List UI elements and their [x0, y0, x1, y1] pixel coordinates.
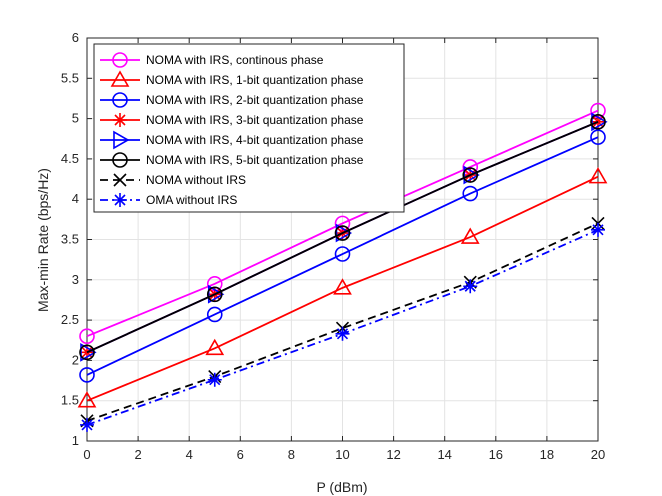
- legend-entry: NOMA with IRS, 1-bit quantization phase: [100, 70, 364, 87]
- data-point: [590, 114, 606, 130]
- series-2: [77, 167, 608, 408]
- y-tick-label: 4: [72, 191, 79, 206]
- legend-label: NOMA with IRS, 3-bit quantization phase: [146, 113, 364, 127]
- series-line: [86, 136, 599, 376]
- legend-marker: [113, 193, 127, 207]
- x-tick-label: 14: [437, 447, 451, 462]
- x-tick-label: 10: [335, 447, 349, 462]
- y-tick-label: 6: [72, 30, 79, 45]
- data-point: [335, 223, 353, 243]
- y-tick-label: 4.5: [61, 151, 79, 166]
- legend-entry: NOMA with IRS, 3-bit quantization phase: [100, 113, 364, 127]
- data-point: [591, 222, 605, 237]
- series-line: [86, 109, 599, 338]
- y-tick-label: 2: [72, 352, 79, 367]
- series-3: [79, 129, 606, 383]
- data-point: [206, 306, 223, 323]
- series-line: [86, 175, 599, 402]
- data-point: [79, 367, 95, 383]
- legend-label: NOMA with IRS, 4-bit quantization phase: [146, 133, 364, 147]
- legend-marker: [113, 173, 127, 187]
- legend-entry: NOMA with IRS, 4-bit quantization phase: [100, 130, 364, 150]
- x-tick-label: 18: [540, 447, 554, 462]
- data-point: [334, 225, 351, 241]
- legend-label: NOMA with IRS, continous phase: [146, 53, 324, 67]
- data-point: [79, 328, 95, 345]
- series-1: [79, 102, 606, 345]
- legend-label: OMA without IRS: [146, 193, 237, 207]
- data-point: [206, 286, 223, 303]
- legend-label: NOMA with IRS, 1-bit quantization phase: [146, 73, 364, 87]
- y-tick-label: 1: [72, 433, 79, 448]
- legend-marker: [112, 52, 128, 68]
- data-point: [80, 417, 94, 432]
- series-layer: [77, 102, 608, 432]
- legend-marker: [110, 70, 130, 87]
- data-point: [334, 246, 351, 262]
- legend: NOMA with IRS, continous phase NOMA with …: [93, 43, 405, 213]
- y-axis-label: Max-min Rate (bps/Hz): [35, 168, 51, 312]
- x-tick-label: 0: [83, 447, 90, 462]
- legend-entry: NOMA with IRS, 2-bit quantization phase: [100, 92, 364, 108]
- data-point: [463, 165, 480, 185]
- legend-label: NOMA with IRS, 5-bit quantization phase: [146, 153, 364, 167]
- data-point: [590, 129, 606, 145]
- legend-marker: [112, 152, 128, 168]
- axes: 0 2 4 6 8 10 12 14 16 18 20 1 1.5 2 2.5 3 3.5 4 4.5 5 5.5 6: [61, 30, 605, 462]
- x-tick-label: 16: [489, 447, 503, 462]
- series-6: [79, 114, 606, 361]
- data-point: [335, 326, 350, 341]
- legend-marker: [113, 130, 130, 150]
- data-point: [460, 227, 480, 244]
- legend-label: NOMA with IRS, 2-bit quantization phase: [146, 93, 364, 107]
- legend-entry: NOMA with IRS, 5-bit quantization phase: [100, 152, 364, 168]
- legend-entry: NOMA with IRS, continous phase: [100, 52, 324, 68]
- legend-marker: [112, 92, 128, 108]
- data-point: [80, 342, 97, 362]
- y-tick-label: 2.5: [61, 312, 79, 327]
- legend-entry: NOMA without IRS: [100, 173, 246, 187]
- data-point: [463, 279, 478, 294]
- x-tick-label: 2: [134, 447, 141, 462]
- x-tick-label: 12: [386, 447, 400, 462]
- y-tick-label: 3.5: [61, 232, 79, 247]
- y-tick-label: 5.5: [61, 70, 79, 85]
- data-point: [333, 278, 352, 295]
- data-point: [462, 167, 479, 183]
- data-point: [588, 167, 608, 184]
- legend-box: [93, 43, 405, 213]
- y-tick-label: 5: [72, 111, 79, 126]
- y-tick-label: 3: [72, 272, 79, 287]
- legend-label: NOMA without IRS: [146, 173, 246, 187]
- data-point: [205, 338, 225, 356]
- x-axis-label: P (dBm): [316, 479, 367, 495]
- data-point: [79, 344, 95, 361]
- legend-marker: [113, 113, 127, 127]
- series-line: [86, 120, 599, 354]
- data-point: [207, 284, 225, 304]
- data-point: [591, 112, 608, 132]
- data-point: [462, 185, 479, 202]
- x-tick-label: 20: [591, 447, 605, 462]
- x-tick-label: 8: [288, 447, 295, 462]
- y-tick-label: 1.5: [61, 393, 79, 408]
- legend-entry: OMA without IRS: [100, 193, 237, 207]
- x-tick-label: 6: [237, 447, 244, 462]
- data-point: [77, 391, 97, 408]
- data-point: [207, 372, 222, 387]
- series-8: [80, 222, 605, 432]
- x-tick-label: 4: [186, 447, 193, 462]
